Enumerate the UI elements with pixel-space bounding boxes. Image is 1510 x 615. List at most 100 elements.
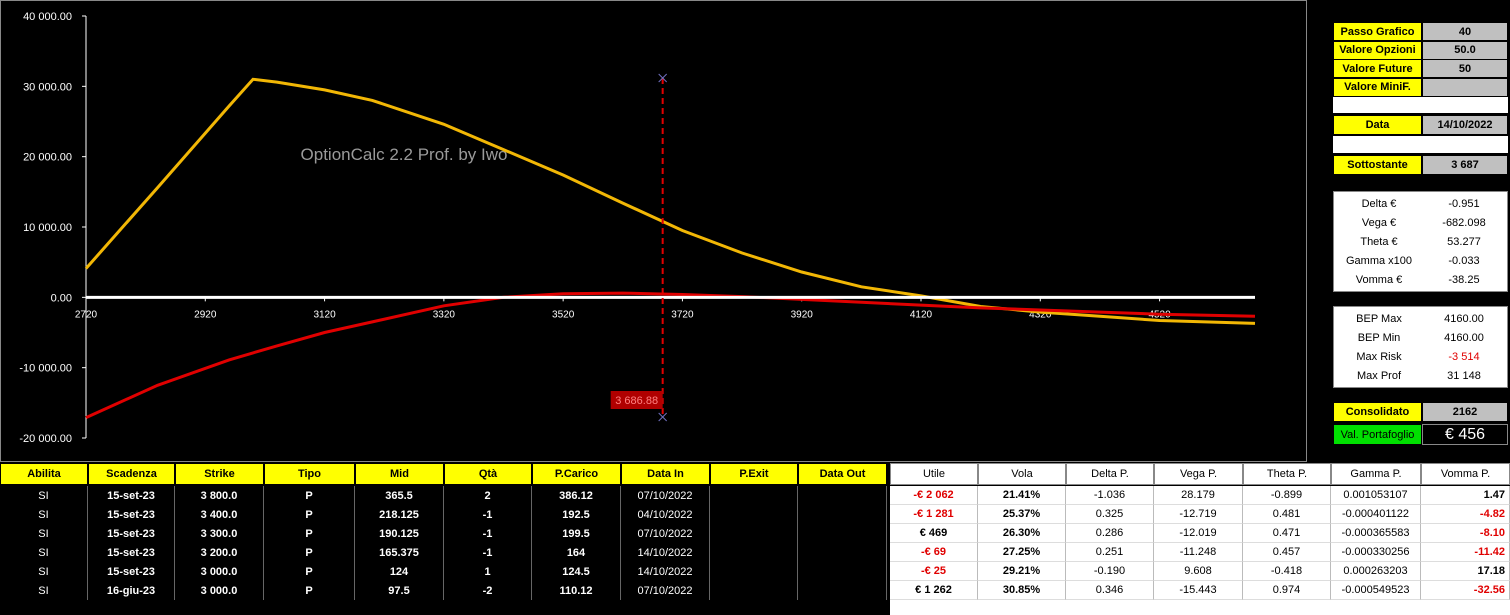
column-header: Delta P. xyxy=(1066,463,1154,485)
table-cell: 29.21% xyxy=(978,562,1066,581)
series-line xyxy=(85,291,1256,419)
blank-row xyxy=(1333,97,1508,113)
table-cell: P xyxy=(264,581,355,600)
table-cell: SI xyxy=(0,505,88,524)
table-cell: 124 xyxy=(355,562,444,581)
table-cell: 0.457 xyxy=(1243,543,1331,562)
table-cell: 07/10/2022 xyxy=(621,524,710,543)
empty-cell xyxy=(798,524,887,543)
y-tick-label: 0.00 xyxy=(51,292,72,304)
table-cell: 3 400.0 xyxy=(175,505,264,524)
empty-cell xyxy=(710,524,798,543)
table-cell: P xyxy=(264,524,355,543)
y-tick-label: -10 000.00 xyxy=(19,363,72,375)
table-footer xyxy=(890,600,1510,615)
table-cell: -€ 2 062 xyxy=(890,486,978,505)
table-cell: -15.443 xyxy=(1154,581,1243,600)
y-tick-label: 20 000.00 xyxy=(23,152,72,164)
greeks-label: Theta € xyxy=(1360,235,1398,248)
empty-cell xyxy=(798,562,887,581)
table-cell: € 1 262 xyxy=(890,581,978,600)
table-cell: SI xyxy=(0,486,88,505)
table-cell: 0.481 xyxy=(1243,505,1331,524)
column-header: Gamma P. xyxy=(1331,463,1421,485)
table-cell: 124.5 xyxy=(532,562,621,581)
setting-value xyxy=(1422,77,1508,97)
table-cell: 14/10/2022 xyxy=(621,543,710,562)
table-cell: -0.418 xyxy=(1243,562,1331,581)
table-cell: 2 xyxy=(444,486,532,505)
table-cell: -11.42 xyxy=(1421,543,1510,562)
table-cell: 07/10/2022 xyxy=(621,581,710,600)
greeks-value: 53.277 xyxy=(1447,235,1481,248)
table-cell: 17.18 xyxy=(1421,562,1510,581)
x-tick-label: 2720 xyxy=(75,309,98,320)
table-cell: -0.899 xyxy=(1243,486,1331,505)
marker-label: 3 686.88 xyxy=(615,395,658,407)
table-cell: 21.41% xyxy=(978,486,1066,505)
blank-row xyxy=(1333,136,1508,153)
table-cell: 16-giu-23 xyxy=(88,581,175,600)
column-header: Strike xyxy=(175,463,264,485)
x-tick-label: 4120 xyxy=(910,309,933,320)
x-tick-label: 3120 xyxy=(313,309,336,320)
column-header: Mid xyxy=(355,463,444,485)
setting-label: Passo Grafico xyxy=(1333,22,1422,41)
table-cell: 07/10/2022 xyxy=(621,486,710,505)
empty-cell xyxy=(710,486,798,505)
table-cell: 190.125 xyxy=(355,524,444,543)
marker-end xyxy=(658,412,668,422)
column-header: Vola xyxy=(978,463,1066,485)
setting-value: 50.0 xyxy=(1422,40,1508,60)
table-cell: 1.47 xyxy=(1421,486,1510,505)
column-header: Theta P. xyxy=(1243,463,1331,485)
table-cell: -1 xyxy=(444,505,532,524)
table-cell: -1 xyxy=(444,543,532,562)
setting-value: 40 xyxy=(1422,22,1508,41)
table-cell: 0.251 xyxy=(1066,543,1154,562)
greeks-value: -0.033 xyxy=(1448,254,1480,267)
table-cell: 199.5 xyxy=(532,524,621,543)
chart-frame xyxy=(0,0,1307,462)
y-tick-label: 10 000.00 xyxy=(23,222,72,234)
table-cell: 30.85% xyxy=(978,581,1066,600)
table-cell: -0.000549523 xyxy=(1331,581,1421,600)
table-cell: 3 000.0 xyxy=(175,562,264,581)
underlying-value: 3 687 xyxy=(1422,155,1508,175)
table-cell: 3 300.0 xyxy=(175,524,264,543)
table-cell: 164 xyxy=(532,543,621,562)
x-tick-label: 4320 xyxy=(1029,309,1052,320)
underlying-label: Sottostante xyxy=(1333,155,1422,175)
table-cell: 0.325 xyxy=(1066,505,1154,524)
table-cell: 3 200.0 xyxy=(175,543,264,562)
stats-box xyxy=(1333,191,1508,292)
table-cell: 26.30% xyxy=(978,524,1066,543)
date-label: Data xyxy=(1333,115,1422,135)
table-cell: 0.286 xyxy=(1066,524,1154,543)
stats-box xyxy=(1333,306,1508,388)
table-cell: 28.179 xyxy=(1154,486,1243,505)
empty-cell xyxy=(798,581,887,600)
greeks-value: -682.098 xyxy=(1442,216,1486,229)
column-header: P.Carico xyxy=(532,463,621,485)
setting-label: Valore Opzioni xyxy=(1333,40,1422,60)
table-cell: 0.000263203 xyxy=(1331,562,1421,581)
table-cell: 15-set-23 xyxy=(88,505,175,524)
table-cell: P xyxy=(264,486,355,505)
table-cell: -8.10 xyxy=(1421,524,1510,543)
table-cell: 14/10/2022 xyxy=(621,562,710,581)
table-cell: -11.248 xyxy=(1154,543,1243,562)
consolidated-value: 2162 xyxy=(1422,402,1508,422)
empty-cell xyxy=(710,505,798,524)
table-cell: 218.125 xyxy=(355,505,444,524)
empty-cell xyxy=(798,543,887,562)
table-cell: 0.471 xyxy=(1243,524,1331,543)
table-cell: -0.000401122 xyxy=(1331,505,1421,524)
greeks-label: Delta € xyxy=(1361,197,1397,210)
x-tick-label: 2920 xyxy=(194,309,217,320)
table-cell: -4.82 xyxy=(1421,505,1510,524)
bep-label: BEP Max xyxy=(1356,312,1402,325)
x-tick-label: 3720 xyxy=(671,309,694,320)
table-cell: 04/10/2022 xyxy=(621,505,710,524)
table-cell: SI xyxy=(0,562,88,581)
